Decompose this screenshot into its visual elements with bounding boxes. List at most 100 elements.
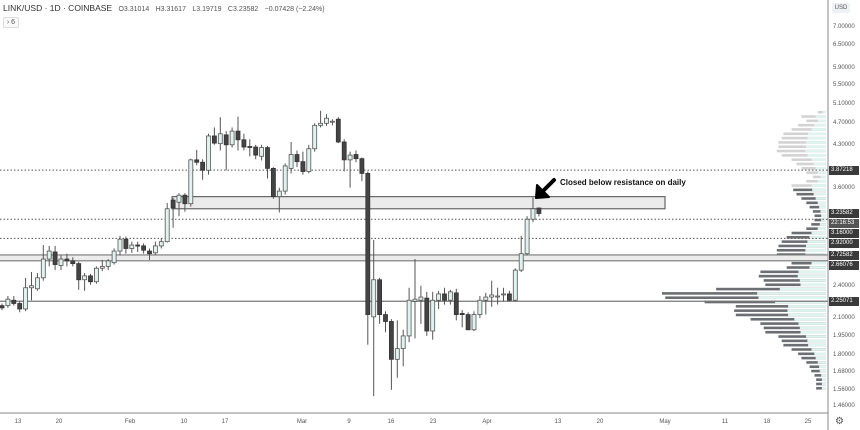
volume-profile-bar: [763, 279, 826, 282]
volume-profile-bar: [778, 145, 826, 149]
volume-profile-up-bar: [815, 115, 826, 118]
volume-profile-up-bar: [807, 154, 826, 157]
time-tick-label: 23: [429, 419, 437, 425]
volume-profile-bar: [786, 236, 826, 239]
candle-down: [194, 159, 200, 163]
candle-up: [324, 117, 329, 124]
candle-down: [294, 154, 300, 163]
candle-down: [141, 245, 147, 251]
volume-profile-up-bar: [794, 317, 826, 321]
candle-down: [170, 199, 176, 209]
time-tick-label: 25: [804, 419, 812, 425]
ohlc-high: H3.31617: [155, 6, 186, 13]
ohlc-open: O3.31014: [118, 6, 150, 13]
candle-down: [536, 207, 542, 214]
ohlc-low: L3.19719: [192, 6, 222, 13]
currency-label[interactable]: USD: [832, 3, 850, 13]
volume-profile-bar: [806, 119, 826, 123]
price-tick-label: 6.50000: [833, 41, 855, 48]
candle-up: [111, 250, 117, 264]
volume-profile-bar: [778, 335, 826, 338]
volume-profile-bar: [776, 149, 826, 153]
candle-down: [424, 297, 430, 332]
volume-profile-bar: [750, 317, 826, 321]
volume-profile-bar: [704, 300, 826, 304]
candle-up: [229, 130, 235, 146]
arrow-icon: [535, 178, 556, 199]
candle-down: [70, 260, 76, 265]
candle-up: [518, 253, 524, 271]
ohlc-change: −0.07428 (−2.24%): [264, 6, 325, 13]
volume-profile-up-bar: [811, 231, 826, 235]
volume-profile-up-bar: [799, 279, 826, 282]
candle-up: [117, 238, 123, 252]
volume-profile-bar: [811, 223, 826, 226]
candle-up: [312, 124, 318, 150]
volume-profile-bar: [765, 330, 826, 334]
volume-profile-up-bar: [788, 313, 826, 317]
volume-profile-up-bar: [800, 283, 826, 287]
candle-up: [217, 133, 223, 145]
volume-profile-up-bar: [811, 261, 826, 265]
candle-up: [524, 218, 530, 255]
price-tick-label: 1.68000: [833, 368, 855, 375]
indicators-toggle-button[interactable]: › 6: [3, 17, 19, 28]
volume-profile-up-bar: [813, 192, 826, 196]
volume-profile-up-bar: [821, 374, 826, 377]
volume-profile-up-bar: [813, 162, 826, 166]
volume-profile-up-bar: [758, 296, 826, 300]
candle-up: [188, 159, 194, 205]
gear-icon[interactable]: ⚙: [835, 416, 844, 427]
symbol-title[interactable]: LINK/USD · 1D · COINBASE: [3, 3, 113, 13]
candle-down: [211, 135, 217, 144]
time-tick-label: 9: [347, 419, 351, 425]
candle-up: [176, 194, 182, 203]
candle-up: [400, 335, 406, 350]
price-tick-label: 1.46000: [833, 402, 855, 409]
time-tick-label: 11: [721, 419, 729, 425]
ohlc-close: C3.23582: [227, 6, 259, 13]
price-tick-label: 3.60000: [833, 184, 855, 191]
volume-profile-bar: [735, 305, 826, 308]
volume-profile-bar: [816, 382, 826, 386]
candle-down: [241, 139, 247, 148]
volume-profile-up-bar: [820, 210, 826, 213]
price-badge-level: 2.92000: [829, 238, 859, 248]
volume-profile-up-bar: [788, 305, 826, 308]
volume-profile-bar: [765, 283, 826, 287]
candle-down: [247, 146, 253, 148]
price-badge-level: 3.87218: [829, 166, 859, 175]
time-tick-label: Apr: [482, 419, 492, 425]
candle-down: [123, 238, 129, 249]
volume-profile-bar: [758, 274, 826, 278]
volume-profile-bar: [791, 261, 826, 265]
volume-profile-bar: [798, 123, 826, 127]
candle-down: [359, 158, 365, 174]
chart-annotation: Closed below resistance on daily: [560, 178, 686, 187]
volume-profile-up-bar: [817, 361, 826, 364]
candle-down: [0, 305, 5, 309]
candle-up: [471, 314, 477, 331]
candle-down: [11, 299, 17, 304]
volume-profile-bar: [806, 227, 826, 230]
candle-up: [282, 165, 288, 192]
candle-up: [371, 279, 377, 318]
candle-up: [5, 298, 11, 307]
candle-up: [35, 277, 40, 290]
candle-up: [58, 258, 64, 266]
volume-profile-up-bar: [798, 270, 826, 274]
volume-profile-up-bar: [811, 184, 826, 187]
volume-profile-bar: [735, 313, 826, 317]
candle-down: [377, 279, 383, 315]
symbol-header: LINK/USD · 1D · COINBASE O3.31014 H3.316…: [3, 3, 325, 13]
candle-up: [158, 241, 164, 247]
time-tick-label: 13: [14, 419, 22, 425]
candle-up: [105, 260, 111, 267]
price-badge-level: 2.66076: [829, 261, 859, 270]
candle-up: [206, 135, 211, 171]
candle-up: [164, 208, 170, 243]
candle-up: [530, 208, 536, 220]
candle-up: [347, 154, 353, 161]
candle-down: [235, 130, 241, 141]
